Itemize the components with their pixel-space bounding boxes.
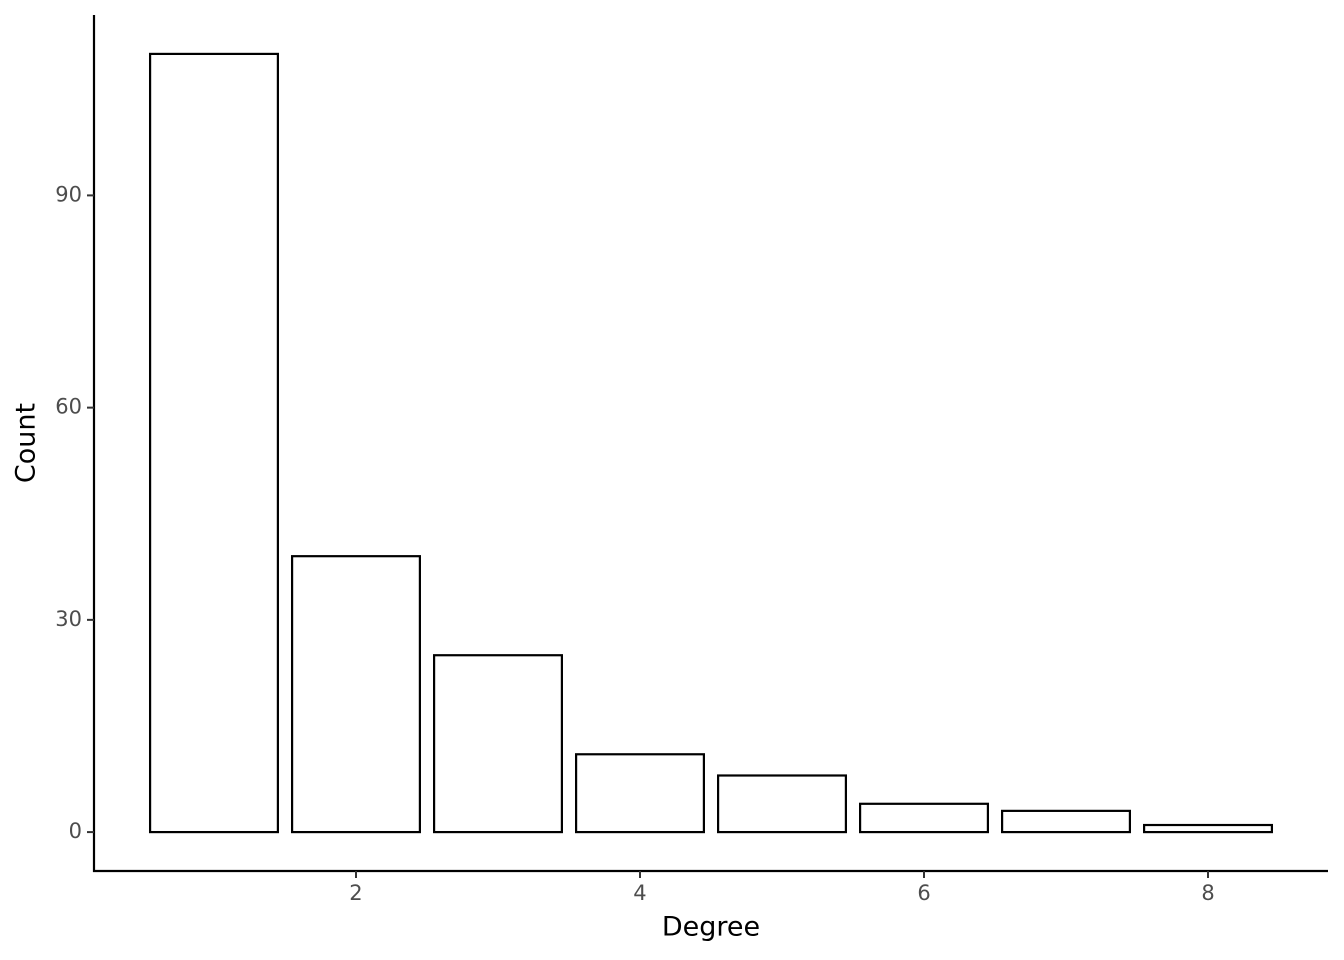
x-tick-label: 6 <box>917 881 930 905</box>
bar <box>432 654 563 834</box>
y-axis-title: Count <box>11 403 42 483</box>
x-tick-label: 2 <box>349 881 362 905</box>
bar <box>1001 809 1132 834</box>
y-tick-label: 90 <box>55 182 82 206</box>
bar <box>717 774 848 834</box>
bar <box>574 753 705 834</box>
bar <box>859 802 990 834</box>
bar <box>290 555 421 834</box>
bar <box>1143 823 1274 834</box>
x-axis-title: Degree <box>662 912 760 943</box>
x-tick-label: 4 <box>633 881 646 905</box>
bar <box>148 52 279 834</box>
y-tick-label: 0 <box>69 819 82 843</box>
y-tick-label: 30 <box>55 607 82 631</box>
x-tick-label: 8 <box>1201 881 1214 905</box>
y-tick-label: 60 <box>55 395 82 419</box>
